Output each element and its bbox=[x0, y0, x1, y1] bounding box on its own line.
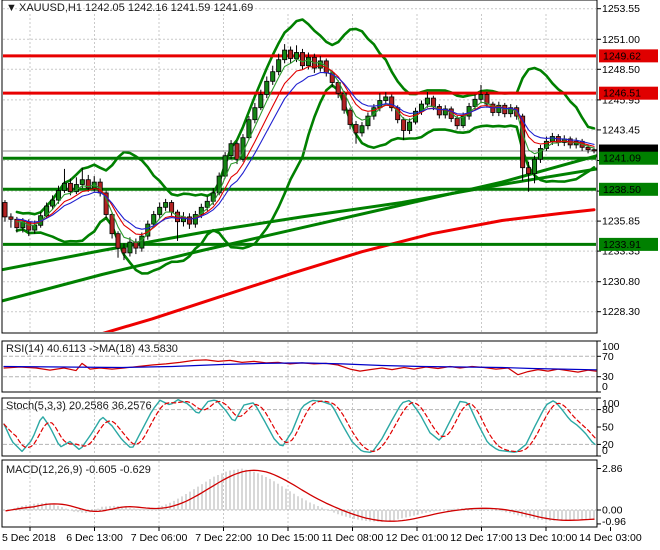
stochastic-pane[interactable] bbox=[1, 397, 598, 457]
chart-header-ohlc: XAUUSD,H1 1242.05 1242.16 1241.59 1241.6… bbox=[19, 2, 253, 14]
svg-text:0: 0 bbox=[602, 445, 608, 457]
svg-text:6 Dec 13:00: 6 Dec 13:00 bbox=[66, 532, 123, 544]
svg-text:80: 80 bbox=[602, 404, 614, 416]
svg-text:14 Dec 03:00: 14 Dec 03:00 bbox=[579, 532, 642, 544]
symbol-dropdown-arrow[interactable]: ▼ bbox=[6, 2, 17, 14]
stoch-indicator-label: Stoch(5,3,3) 20.2586 36.2576 bbox=[6, 400, 152, 412]
svg-text:1235.85: 1235.85 bbox=[602, 216, 640, 228]
svg-text:50: 50 bbox=[602, 422, 614, 434]
svg-text:1228.30: 1228.30 bbox=[602, 306, 640, 318]
svg-text:100: 100 bbox=[602, 398, 620, 410]
svg-text:30: 30 bbox=[602, 371, 614, 383]
price-axis[interactable]: 1253.551251.001248.501245.951243.451235.… bbox=[597, 3, 658, 528]
svg-text:20: 20 bbox=[602, 439, 614, 451]
main-price-pane[interactable] bbox=[1, 0, 598, 338]
svg-text:12 Dec 17:00: 12 Dec 17:00 bbox=[450, 532, 513, 544]
rsi-indicator-label: RSI(14) 40.6113 ->MA(18) 43.5830 bbox=[6, 343, 178, 355]
svg-text:1251.00: 1251.00 bbox=[602, 34, 640, 46]
macd-indicator-label: MACD(12,26,9) -0.605 -0.629 bbox=[6, 464, 151, 476]
svg-text:2.86: 2.86 bbox=[602, 463, 623, 475]
svg-text:1233.91: 1233.91 bbox=[603, 239, 641, 251]
svg-text:5 Dec 2018: 5 Dec 2018 bbox=[2, 532, 56, 544]
svg-text:-0.96: -0.96 bbox=[602, 516, 626, 528]
svg-text:0.00: 0.00 bbox=[602, 505, 623, 517]
svg-text:100: 100 bbox=[602, 341, 620, 353]
svg-text:1253.55: 1253.55 bbox=[602, 3, 640, 15]
svg-text:12 Dec 01:00: 12 Dec 01:00 bbox=[386, 532, 449, 544]
rsi-pane[interactable] bbox=[1, 340, 598, 393]
svg-text:1249.62: 1249.62 bbox=[603, 50, 641, 62]
time-axis[interactable]: 5 Dec 2018 6 Dec 13:00 7 Dec 06:00 7 Dec 22… bbox=[2, 527, 642, 544]
svg-text:1238.50: 1238.50 bbox=[603, 184, 641, 196]
svg-text:7 Dec 22:00: 7 Dec 22:00 bbox=[195, 532, 252, 544]
svg-text:13 Dec 10:00: 13 Dec 10:00 bbox=[515, 532, 578, 544]
svg-text:1243.45: 1243.45 bbox=[602, 124, 640, 136]
macd-pane[interactable] bbox=[1, 459, 598, 528]
svg-text:11 Dec 08:00: 11 Dec 08:00 bbox=[322, 532, 384, 544]
svg-text:70: 70 bbox=[602, 351, 614, 363]
svg-text:7 Dec 06:00: 7 Dec 06:00 bbox=[131, 532, 188, 544]
svg-text:1230.80: 1230.80 bbox=[602, 276, 640, 288]
svg-text:10 Dec 15:00: 10 Dec 15:00 bbox=[257, 532, 320, 544]
svg-text:1241.09: 1241.09 bbox=[603, 153, 641, 165]
svg-text:0: 0 bbox=[602, 381, 608, 393]
svg-text:1248.50: 1248.50 bbox=[602, 64, 640, 76]
svg-text:1246.51: 1246.51 bbox=[603, 88, 641, 100]
